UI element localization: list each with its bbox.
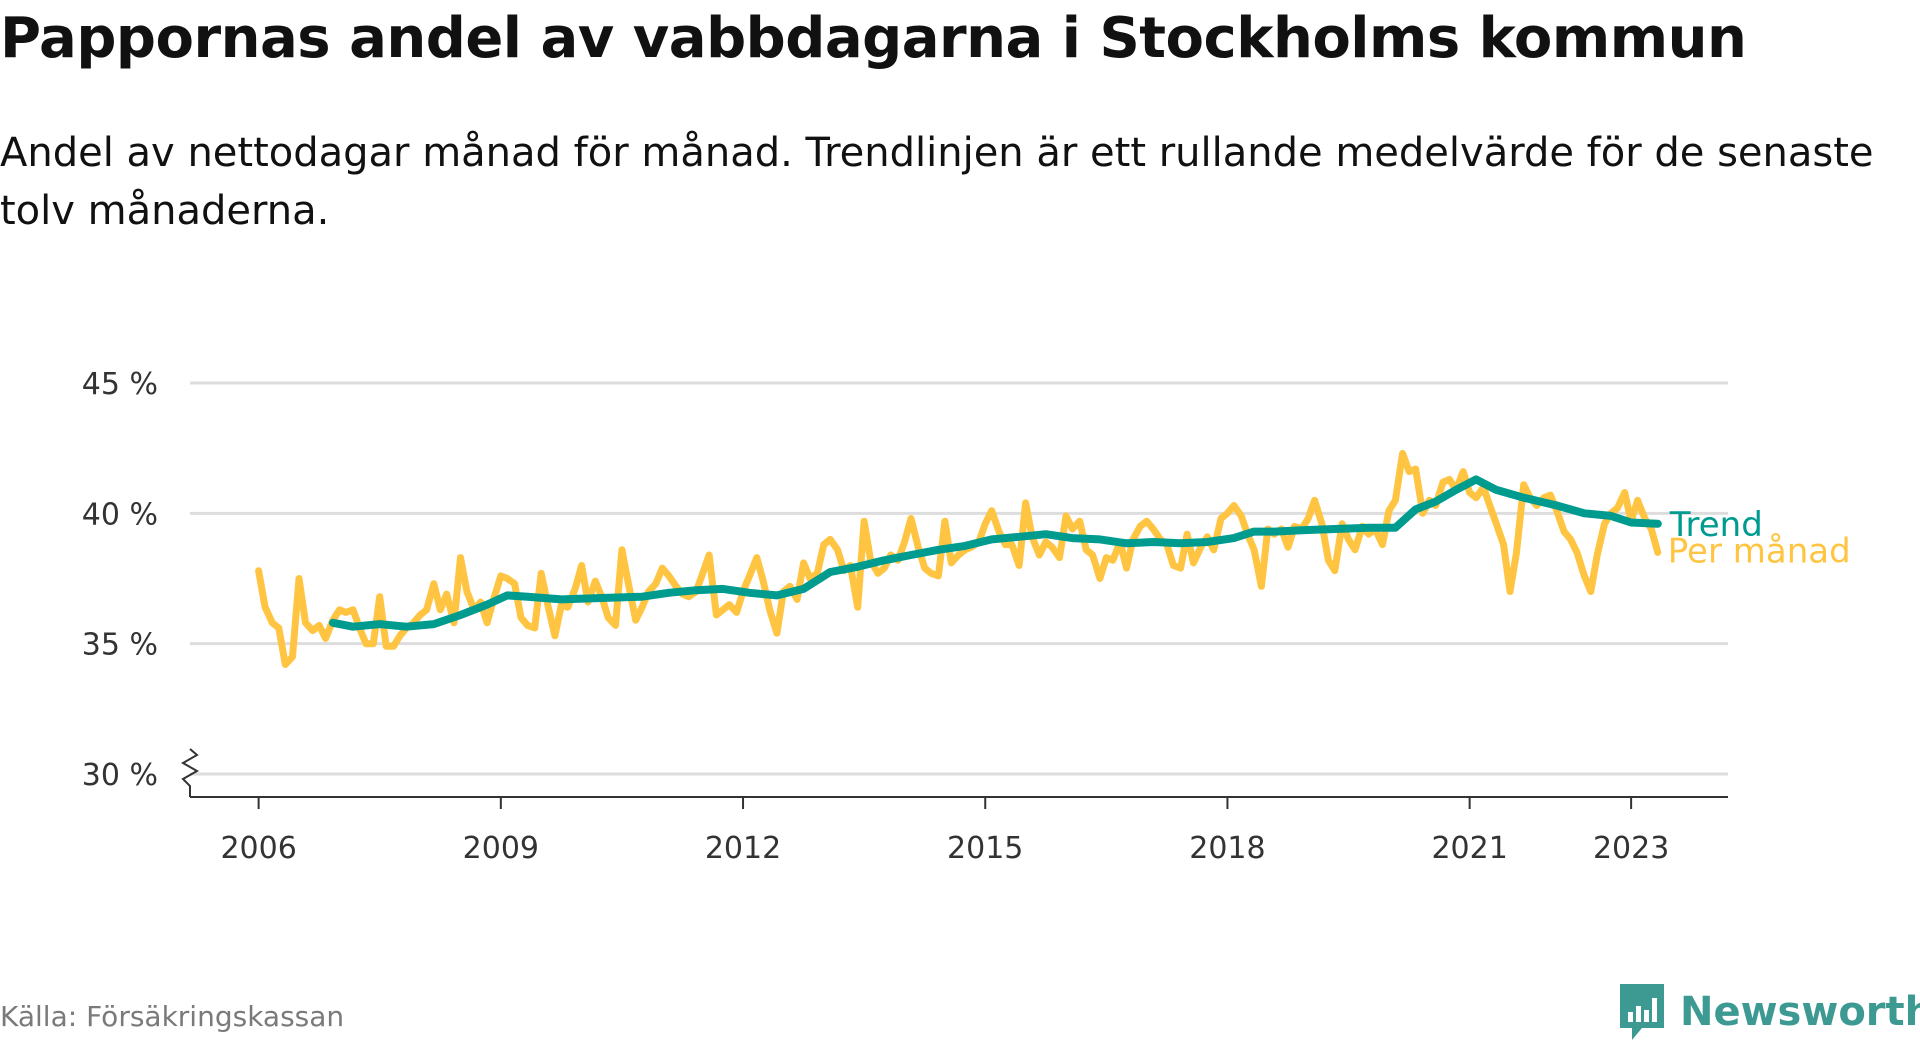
x-axis: 2006 2009 2012 2015 2018 2021 2023 [220,797,1669,866]
x-tick-label: 2009 [463,831,539,866]
monthly-series-line [255,449,1662,668]
x-tick-label: 2021 [1431,831,1507,866]
y-axis: 30 % 35 % 40 % 45 % [82,367,158,793]
newsworthy-logo: Newsworthy [1618,982,1920,1042]
chart-subtitle: Andel av nettodagar månad för månad. Tre… [0,130,1874,234]
x-tick-label: 2015 [947,831,1023,866]
brand-name: Newsworthy [1680,989,1920,1035]
x-tick-label: 2012 [705,831,781,866]
legend-trend: Trend [1669,505,1763,545]
page-title: Pappornas andel av vabbdagarna i Stockho… [0,6,1747,71]
y-axis-break-icon [180,748,200,797]
x-tick-label: 2006 [220,831,296,866]
source-note: Källa: Försäkringskassan [0,1000,345,1033]
x-tick-label: 2018 [1189,831,1265,866]
y-tick-label: 30 % [82,758,158,793]
gridlines [190,381,1728,776]
y-tick-label: 35 % [82,628,158,663]
trend-series-line [328,475,1662,631]
series-lines [255,449,1662,668]
y-tick-label: 40 % [82,497,158,532]
y-tick-label: 45 % [82,367,158,402]
legend-per-manad: Per månad [1668,531,1851,571]
x-tick-label: 2023 [1593,831,1669,866]
newsworthy-logo-icon [1620,984,1664,1040]
